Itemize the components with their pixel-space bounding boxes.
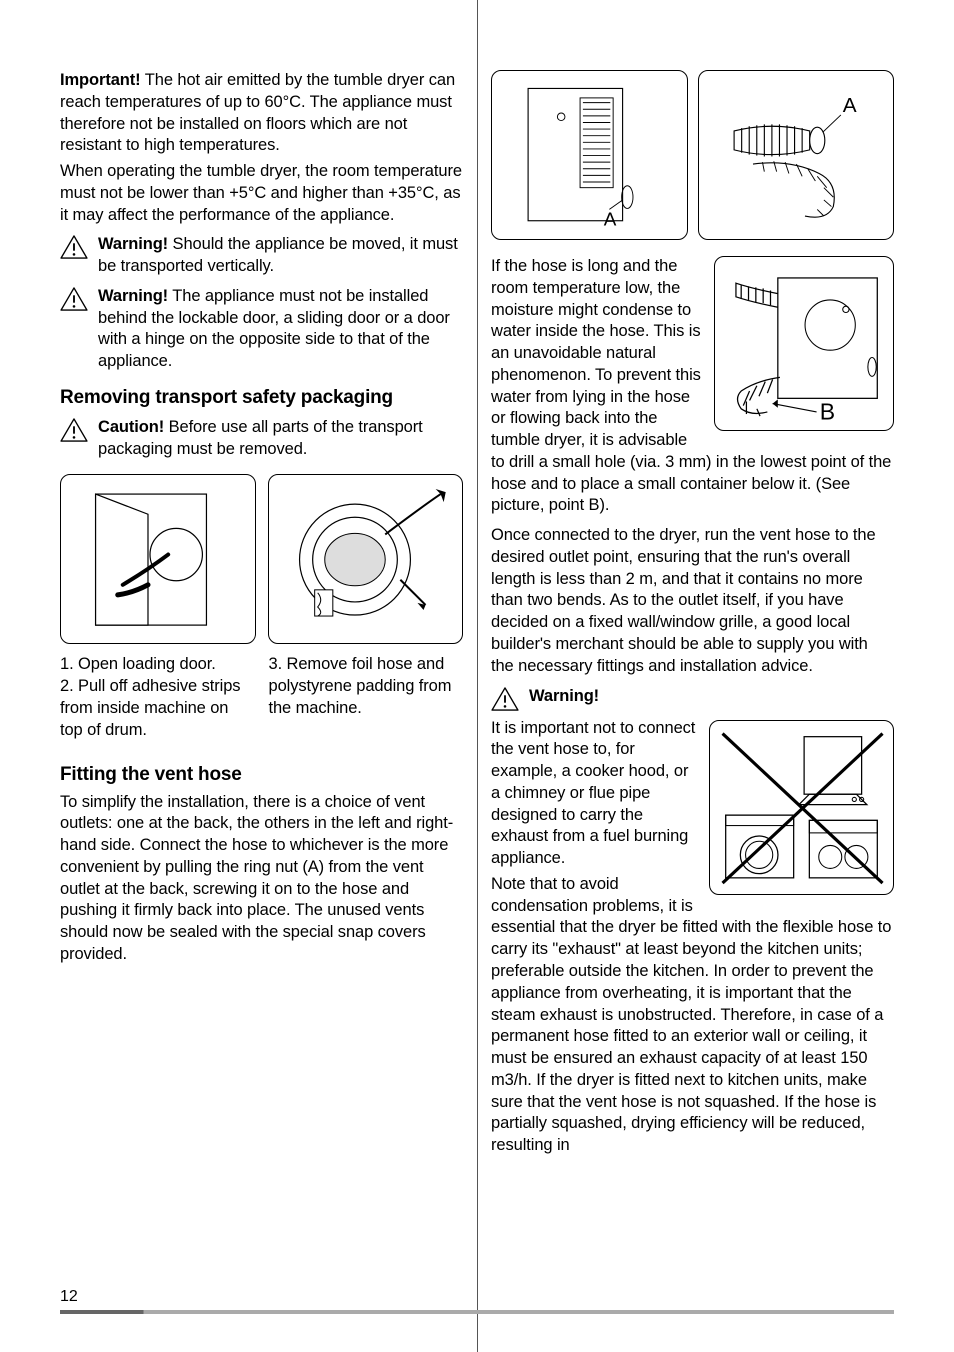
- warning-1-text-wrap: Warning! Should the appliance be moved, …: [98, 234, 463, 278]
- warning-icon: [491, 687, 519, 716]
- warning-2-label: Warning!: [98, 287, 168, 305]
- figure-hose-b: B: [714, 256, 894, 431]
- left-column: Important! The hot air emitted by the tu…: [60, 70, 463, 1250]
- page-footer: 12: [60, 1288, 894, 1314]
- warning-2-row: Warning! The appliance must not be insta…: [60, 286, 463, 373]
- caution-row: Caution! Before use all parts of the tra…: [60, 417, 463, 461]
- caution-label: Caution!: [98, 418, 164, 436]
- step-1: 1. Open loading door.: [60, 654, 255, 676]
- steps-col-1: 1. Open loading door. 2. Pull off adhesi…: [60, 654, 255, 741]
- heading-fitting: Fitting the vent hose: [60, 764, 463, 786]
- label-a-2: A: [843, 94, 857, 117]
- warning-3-section: It is important not to connect the vent …: [491, 718, 894, 1161]
- operating-paragraph: When operating the tumble dryer, the roo…: [60, 161, 463, 226]
- warning-2-text-wrap: Warning! The appliance must not be insta…: [98, 286, 463, 373]
- figure-row-right-top: A A: [491, 70, 894, 240]
- figure-row-left: [60, 474, 463, 644]
- step-3: 3. Remove foil hose and polystyrene padd…: [269, 654, 464, 719]
- fitting-text: To simplify the installation, there is a…: [60, 792, 463, 966]
- figure-do-not-connect: [709, 720, 894, 895]
- warning-3-row: Warning!: [491, 686, 894, 716]
- warning-1-row: Warning! Should the appliance be moved, …: [60, 234, 463, 278]
- steps-col-2: 3. Remove foil hose and polystyrene padd…: [269, 654, 464, 741]
- once-paragraph: Once connected to the dryer, run the ven…: [491, 525, 894, 677]
- step-2: 2. Pull off adhesive strips from inside …: [60, 676, 255, 741]
- footer-bar: [60, 1310, 894, 1314]
- right-column: A A: [491, 70, 894, 1250]
- figure-vent-hose-a: A: [698, 70, 895, 240]
- figure-vent-back: A: [491, 70, 688, 240]
- figure-remove-padding: [268, 474, 464, 644]
- heading-removing: Removing transport safety packaging: [60, 387, 463, 409]
- label-b: B: [820, 398, 835, 424]
- important-label: Important!: [60, 71, 141, 89]
- warning-icon: [60, 235, 88, 264]
- page-number: 12: [60, 1288, 78, 1305]
- figure-open-door: [60, 474, 256, 644]
- warning-1-label: Warning!: [98, 235, 168, 253]
- important-paragraph: Important! The hot air emitted by the tu…: [60, 70, 463, 157]
- hose-section: B If the hose is long and the room tempe…: [491, 256, 894, 521]
- steps-row: 1. Open loading door. 2. Pull off adhesi…: [60, 654, 463, 741]
- caution-text-wrap: Caution! Before use all parts of the tra…: [98, 417, 463, 461]
- label-a-1: A: [603, 210, 616, 231]
- note-paragraph: Note that to avoid condensation problems…: [491, 874, 894, 1157]
- warning-icon: [60, 287, 88, 316]
- warning-icon: [60, 418, 88, 447]
- warning-3-label: Warning!: [529, 686, 894, 708]
- column-divider: [477, 0, 478, 1352]
